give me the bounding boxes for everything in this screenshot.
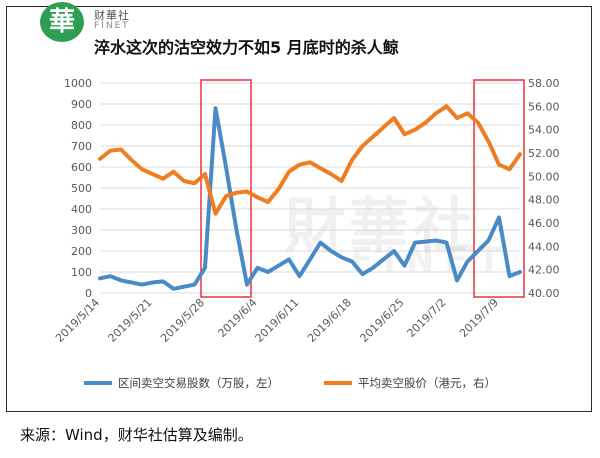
highlight-box <box>200 79 252 298</box>
right-tick-label: 50.00 <box>528 170 560 183</box>
x-tick-label: 2019/7/2 <box>404 296 448 340</box>
series-line-avg-price <box>98 104 522 216</box>
x-tick-label: 2019/6/25 <box>358 296 407 345</box>
left-tick-label: 300 <box>71 224 92 237</box>
x-tick-label: 2019/6/11 <box>253 296 302 345</box>
left-tick-label: 900 <box>71 98 92 111</box>
left-tick-label: 500 <box>71 182 92 195</box>
dual-axis-line-chart: 0 100 200 300 400 500 600 700 800 900 1000 40.00 42… <box>53 77 560 390</box>
right-tick-label: 56.00 <box>528 100 560 113</box>
left-tick-label: 100 <box>71 266 92 279</box>
series-line-short-volume <box>98 106 522 291</box>
left-tick-label: 700 <box>71 140 92 153</box>
x-tick-label: 2019/5/21 <box>106 296 155 345</box>
right-tick-label: 52.00 <box>528 147 560 160</box>
left-tick-label: 800 <box>71 119 92 132</box>
right-tick-label: 42.00 <box>528 264 560 277</box>
chart-frame <box>6 6 592 412</box>
x-tick-label: 2019/7/9 <box>457 296 501 340</box>
right-tick-label: 54.00 <box>528 124 560 137</box>
x-tick-label: 2019/5/28 <box>158 296 207 345</box>
right-axis-ticks: 40.00 42.00 44.00 46.00 48.00 50.00 52.00 54.00… <box>528 77 560 300</box>
right-tick-label: 58.00 <box>528 77 560 90</box>
legend-label: 区间卖空交易股数（万股，左） <box>118 376 279 390</box>
brand-name-en: FINET <box>94 21 130 31</box>
series-lines <box>98 104 522 291</box>
x-axis-ticks: 2019/5/14 2019/5/21 2019/5/28 2019/6/42019/… <box>53 296 501 345</box>
x-tick-label: 2019/6/4 <box>215 296 259 340</box>
legend: 区间卖空交易股数（万股，左） 平均卖空股价（港元，右） <box>84 376 496 390</box>
left-tick-label: 0 <box>85 287 92 300</box>
brand-logo: 華 <box>40 2 84 42</box>
right-tick-label: 48.00 <box>528 194 560 207</box>
brand-name-cn: 财華社 <box>94 9 130 22</box>
gridlines <box>100 82 520 294</box>
left-axis-ticks: 0 100 200 300 400 500 600 700 800 900 1000 <box>64 77 92 300</box>
x-tick-label: 2019/6/18 <box>305 296 354 345</box>
x-tick-label: 2019/5/14 <box>53 296 102 345</box>
left-tick-label: 400 <box>71 203 92 216</box>
source-note: 来源：Wind，财华社估算及编制。 <box>20 426 253 444</box>
left-tick-label: 600 <box>71 161 92 174</box>
right-tick-label: 46.00 <box>528 217 560 230</box>
chart-title: 淬水这次的沽空效力不如5 月底时的杀人鲸 <box>94 38 399 57</box>
right-tick-label: 40.00 <box>528 287 560 300</box>
legend-label: 平均卖空股价（港元，右） <box>358 376 496 390</box>
highlight-box <box>473 79 525 298</box>
logo-glyph: 華 <box>48 7 75 37</box>
right-tick-label: 44.00 <box>528 240 560 253</box>
left-tick-label: 200 <box>71 245 92 258</box>
highlight-boxes <box>200 79 525 298</box>
watermark-en: FINET <box>350 240 511 280</box>
left-tick-label: 1000 <box>64 77 92 90</box>
